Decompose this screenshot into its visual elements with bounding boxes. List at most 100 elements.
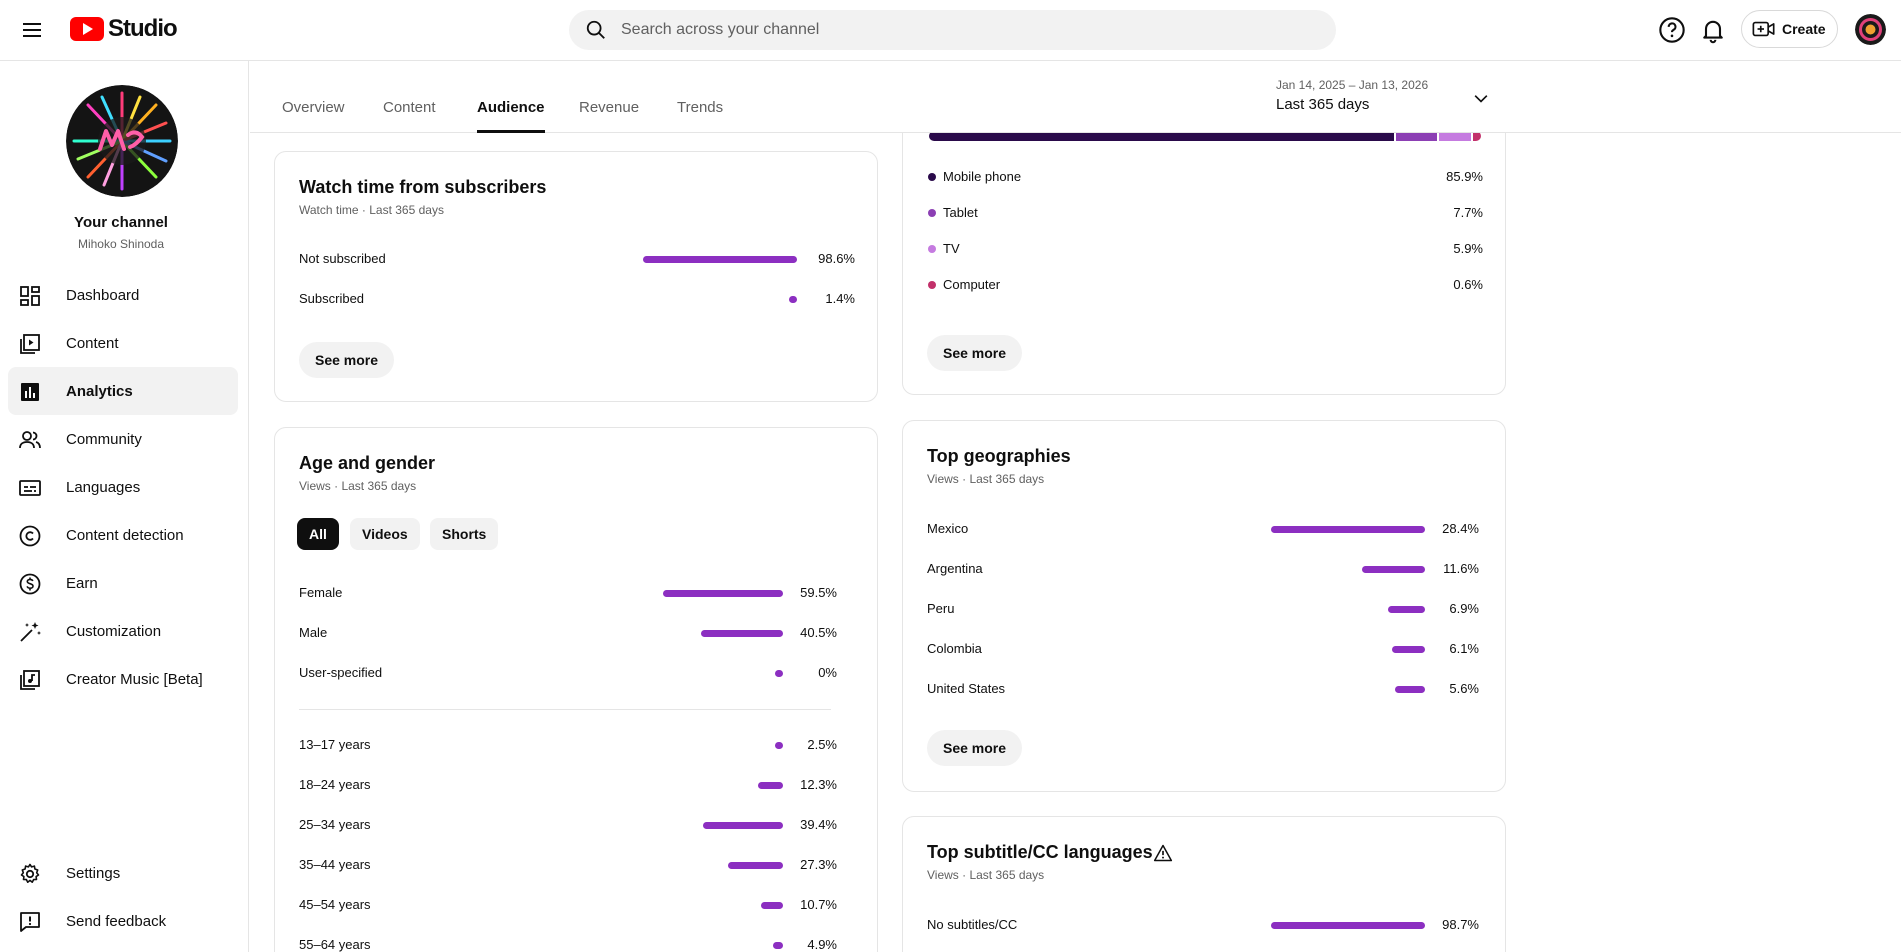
top-geographies-card: Top geographies Views · Last 365 days Se… [902, 420, 1506, 792]
tablet-legend-dot [928, 209, 936, 217]
sidebar-item-label: Content [66, 334, 119, 352]
tab-revenue[interactable]: Revenue [579, 99, 640, 116]
row-value: 98.7% [1442, 917, 1479, 932]
subtitle-languages-card: Top subtitle/CC languages Views · Last 3… [902, 816, 1506, 952]
sidebar-item-label: Analytics [66, 382, 133, 400]
tab-trends[interactable]: Trends [677, 99, 724, 116]
customization-icon [20, 622, 41, 642]
row-bar [728, 862, 783, 869]
account-avatar[interactable] [1855, 14, 1886, 45]
row-bar [1271, 526, 1425, 533]
row-bar [703, 822, 783, 829]
sidebar-item-label: Creator Music [Beta] [66, 670, 203, 688]
sidebar-item-community[interactable]: Community [8, 415, 238, 463]
row-value: 98.6% [818, 251, 855, 266]
row-label: 45–54 years [299, 897, 371, 912]
menu-icon[interactable] [16, 14, 48, 46]
divider [299, 709, 831, 710]
card-title: Watch time from subscribers [299, 177, 547, 197]
row-label: 25–34 years [299, 817, 371, 832]
sidebar-item-label: Settings [66, 864, 121, 882]
create-label: Create [1782, 21, 1826, 37]
sidebar-item-label: Dashboard [66, 286, 140, 304]
row-label: 18–24 years [299, 777, 371, 792]
row-value: 85.9% [1446, 169, 1483, 184]
channel-avatar[interactable] [66, 85, 178, 197]
row-value: 7.7% [1453, 205, 1483, 220]
languages-icon [19, 480, 41, 496]
chip-all[interactable]: All [297, 518, 339, 550]
sidebar-item-settings[interactable]: Settings [8, 849, 238, 897]
row-label: 13–17 years [299, 737, 371, 752]
row-label: Subscribed [299, 291, 365, 306]
see-more-button[interactable]: See more [927, 335, 1023, 371]
sidebar-item-label: Earn [66, 574, 98, 592]
row-value: 6.1% [1449, 641, 1479, 656]
see-more-button[interactable]: See more [927, 730, 1023, 766]
create-button[interactable]: Create [1741, 10, 1838, 48]
sidebar-item-customization[interactable]: Customization [8, 607, 238, 655]
sidebar-item-send-feedback[interactable]: Send feedback [8, 897, 238, 945]
search-bar[interactable] [569, 10, 1336, 50]
row-label: Female [299, 585, 343, 600]
chip-videos[interactable]: Videos [350, 518, 420, 550]
device-stacked-bar [929, 131, 1481, 141]
sidebar-item-content-detection[interactable]: Content detection [8, 511, 238, 559]
tab-audience[interactable]: Audience [477, 99, 545, 133]
card-title: Age and gender [299, 453, 436, 473]
row-label: Male [299, 625, 328, 640]
sidebar-item-dashboard[interactable]: Dashboard [8, 271, 238, 319]
row-bar [643, 256, 797, 263]
sidebar-item-earn[interactable]: Earn [8, 559, 238, 607]
row-bar [1395, 686, 1425, 693]
row-label: Colombia [927, 641, 982, 656]
row-label: Not subscribed [299, 251, 386, 266]
computer-legend-dot [928, 281, 936, 289]
mobile-legend-dot [928, 173, 936, 181]
feedback-icon [20, 912, 40, 932]
tablet-segment [1395, 131, 1438, 141]
date-range-selector[interactable]: Jan 14, 2025 – Jan 13, 2026 Last 365 day… [1276, 78, 1516, 113]
help-icon[interactable] [1658, 16, 1686, 44]
sidebar-item-creator-music[interactable]: Creator Music [Beta] [8, 655, 238, 703]
row-value: 5.9% [1453, 241, 1483, 256]
sidebar-item-label: Community [66, 430, 142, 448]
date-range-dates: Jan 14, 2025 – Jan 13, 2026 [1276, 78, 1429, 92]
dashboard-icon [20, 286, 40, 306]
sidebar-item-languages[interactable]: Languages [8, 463, 238, 511]
row-bar [789, 296, 797, 303]
search-icon[interactable] [585, 19, 607, 41]
community-icon [19, 431, 41, 449]
row-label: User-specified [299, 665, 383, 680]
row-value: 40.5% [800, 625, 837, 640]
card-title: Top subtitle/CC languages [927, 842, 1153, 862]
bell-icon[interactable] [1699, 16, 1727, 44]
sidebar-item-label: Languages [66, 478, 141, 496]
warning-icon[interactable] [1153, 843, 1173, 863]
row-bar [1392, 646, 1425, 653]
row-label: Mexico [927, 521, 969, 536]
row-value: 5.6% [1449, 681, 1479, 696]
gear-icon [20, 863, 40, 883]
analytics-tabs-bar: Overview Content Audience Revenue Trends… [250, 61, 1901, 133]
row-bar [663, 590, 783, 597]
card-subtitle: Watch time · Last 365 days [299, 203, 444, 217]
sidebar-item-content[interactable]: Content [8, 319, 238, 367]
channel-title: Your channel [74, 214, 168, 231]
subscribers-card: Watch time from subscribers Watch time ·… [274, 151, 878, 402]
row-value: 2.5% [807, 737, 837, 752]
sidebar-item-label: Customization [66, 622, 162, 640]
tab-content[interactable]: Content [383, 99, 436, 116]
chip-shorts[interactable]: Shorts [430, 518, 499, 550]
row-value: 11.6% [1443, 561, 1479, 576]
chevron-down-icon[interactable] [1471, 89, 1491, 109]
sidebar-item-analytics[interactable]: Analytics [8, 367, 238, 415]
studio-logo[interactable]: Studio [70, 14, 178, 44]
tab-overview[interactable]: Overview [282, 99, 345, 116]
card-subtitle: Views · Last 365 days [927, 868, 1045, 882]
row-value: 0.6% [1453, 277, 1483, 292]
earn-icon [19, 573, 41, 595]
see-more-button[interactable]: See more [299, 342, 395, 378]
search-input[interactable] [621, 21, 1301, 39]
